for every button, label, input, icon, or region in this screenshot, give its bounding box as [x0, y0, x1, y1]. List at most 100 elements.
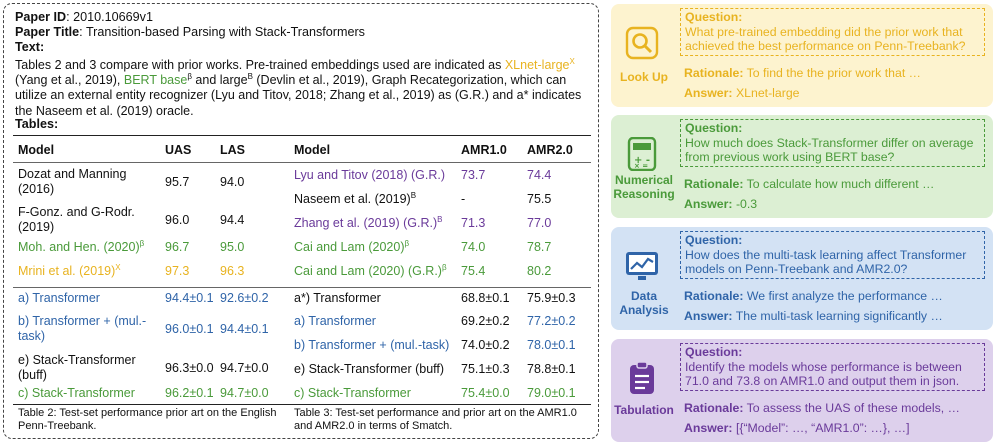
table-header-cell: UAS: [165, 143, 192, 157]
table-cell-uas: 94.4±0.1: [165, 291, 214, 305]
question-card: + - × = Numerical Reasoning Question: How mu…: [611, 115, 993, 218]
table-top-rule: [291, 135, 591, 136]
table-cell-las: 96.3: [220, 264, 245, 278]
text-label: Text:: [15, 40, 45, 54]
table-cell-las: 94.4±0.1: [220, 322, 269, 336]
table-cell-amr2: 79.0±0.1: [527, 386, 576, 400]
card-label: Data Analysis: [619, 289, 669, 317]
answer-text: [{“Model”: …, “AMR1.0”: …}, …]: [735, 421, 910, 435]
large-sup: B: [247, 72, 253, 82]
model-sup: β: [441, 262, 447, 272]
table-mid-rule: [291, 287, 591, 288]
table-bottom-rule: [291, 404, 591, 405]
table-row-model: Cai and Lam (2020)β: [294, 238, 410, 254]
question-text: How does the multi-task learning affect …: [685, 247, 967, 277]
table-cell-amr1: 75.4±0.0: [461, 386, 510, 400]
question-label: Question:: [685, 121, 743, 135]
question-box: Question: How does the multi-task learnin…: [680, 231, 985, 279]
answer-label: Answer:: [684, 197, 733, 211]
table-cell-amr2: 77.0: [527, 216, 552, 230]
table-cell-uas: 96.0: [165, 213, 190, 227]
table-header-cell: LAS: [220, 143, 245, 157]
table-row-model: Cai and Lam (2020) (G.R.)β: [294, 262, 447, 278]
table-cell-uas: 96.0±0.1: [165, 322, 214, 336]
table-cell-las: 94.4: [220, 213, 245, 227]
bert-sup: β: [187, 72, 192, 82]
tables-label: Tables:: [15, 117, 59, 131]
model-sup: β: [139, 238, 145, 248]
question-box: Question: Identify the models whose perfo…: [680, 343, 985, 391]
table-cell-amr1: 74.0±0.2: [461, 338, 510, 352]
table-header-cell: Model: [18, 143, 55, 157]
table-cell-uas: 96.3±0.0: [165, 361, 214, 375]
paper-text: Tables 2 and 3 compare with prior works.…: [15, 56, 598, 119]
paper-id-line: Paper ID: 2010.10669v1: [15, 10, 153, 24]
chart-monitor-icon: [625, 249, 659, 283]
table-cell-amr2: 75.9±0.3: [527, 291, 576, 305]
answer-text: The multi-task learning significantly …: [735, 309, 943, 323]
table-row-model: Dozat and Manning (2016): [18, 167, 127, 196]
table-row-model: b) Transformer + (mul.-task): [18, 314, 147, 343]
rationale-text: To calculate how much different …: [746, 177, 935, 191]
table-cell-amr1: 73.7: [461, 168, 486, 182]
table-cell-amr1: 75.4: [461, 264, 486, 278]
card-label: Tabulation: [614, 403, 674, 417]
table-cell-amr1: 68.8±0.1: [461, 291, 510, 305]
table-cell-uas: 96.2±0.1: [165, 386, 214, 400]
text-part-3: and large: [191, 73, 248, 88]
rationale-label: Rationale:: [684, 289, 744, 303]
model-sup: B: [437, 214, 443, 224]
answer-label: Answer:: [684, 86, 733, 100]
answer-line: Answer: The multi-task learning signific…: [684, 309, 943, 323]
paper-title-label: Paper Title: [15, 25, 80, 39]
table-cell-amr2: 78.0±0.1: [527, 338, 576, 352]
card-label: Numerical Reasoning: [613, 173, 675, 201]
table-cell-las: 94.7±0.0: [220, 386, 269, 400]
question-text: Identify the models whose performance is…: [685, 359, 962, 389]
table-cell-amr2: 78.8±0.1: [527, 362, 576, 376]
clipboard-icon: [625, 361, 659, 395]
rationale-line: Rationale: To find the the prior work th…: [684, 66, 921, 80]
table-header-cell: Model: [294, 143, 331, 157]
table-cell-amr2: 80.2: [527, 264, 552, 278]
table-bottom-rule: [13, 404, 291, 405]
xlnet-sup: X: [569, 56, 575, 66]
answer-text: XLnet-large: [735, 86, 800, 100]
question-card: Tabulation Question: Identify the models w…: [611, 339, 993, 442]
question-label: Question:: [685, 233, 743, 247]
table-row-model: Lyu and Titov (2018) (G.R.): [294, 168, 445, 182]
table-cell-amr1: 74.0: [461, 240, 486, 254]
model-sup: B: [410, 190, 417, 200]
table-row-model: a*) Transformer: [294, 291, 381, 305]
rationale-text: We first analyze the performance …: [746, 289, 943, 303]
rationale-line: Rationale: To calculate how much differe…: [684, 177, 934, 191]
table-caption: Table 3: Test-set performance and prior …: [294, 407, 577, 432]
rationale-text: To find the the prior work that …: [746, 66, 921, 80]
table-caption: Table 2: Test-set performance prior art …: [18, 407, 277, 432]
svg-text:+ -: + -: [634, 155, 650, 166]
answer-line: Answer: [{“Model”: …, “AMR1.0”: …}, …]: [684, 421, 910, 435]
paper-title-value: Transition-based Parsing with Stack-Tran…: [85, 25, 365, 39]
question-box: Question: What pre-trained embedding did …: [680, 8, 985, 56]
rationale-text: To assess the UAS of these models, …: [746, 401, 960, 415]
table-cell-uas: 97.3: [165, 264, 190, 278]
table-row-model: a) Transformer: [18, 291, 100, 305]
answer-line: Answer: -0.3: [684, 197, 757, 211]
rationale-line: Rationale: We first analyze the performa…: [684, 289, 943, 303]
table-cell-amr1: -: [461, 192, 466, 206]
paper-title-line: Paper Title: Transition-based Parsing wi…: [15, 25, 365, 39]
text-part-1: Tables 2 and 3 compare with prior works.…: [15, 58, 505, 72]
table-cell-amr1: 69.2±0.2: [461, 314, 510, 328]
table-cell-las: 94.7±0.0: [220, 361, 269, 375]
table-row-model: Moh. and Hen. (2020)β: [18, 238, 145, 254]
question-label: Question:: [685, 345, 743, 359]
table-row-model: Zhang et al. (2019) (G.R.)B: [294, 214, 443, 230]
table-row-model: Naseem et al. (2019)B: [294, 190, 417, 206]
paper-id-label: Paper ID: [15, 10, 67, 24]
rationale-label: Rationale:: [684, 66, 744, 80]
table-row-model: b) Transformer + (mul.-task): [294, 338, 450, 352]
answer-line: Answer: XLnet-large: [684, 86, 800, 100]
table-cell-las: 92.6±0.2: [220, 291, 269, 305]
question-card: Data Analysis Question: How does the multi…: [611, 227, 993, 330]
model-sup: X: [115, 262, 121, 272]
